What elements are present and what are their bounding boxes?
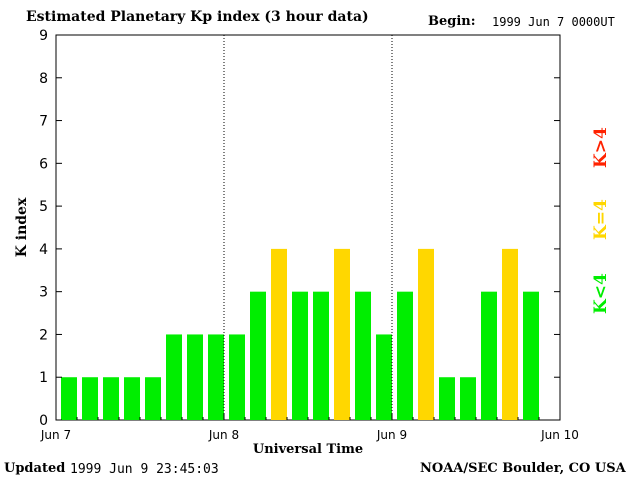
kp-bar — [271, 248, 287, 420]
kp-bar — [355, 291, 371, 420]
kp-bar — [481, 291, 497, 420]
begin-label: Begin: — [428, 14, 476, 29]
updated-value: 1999 Jun 9 23:45:03 — [70, 462, 219, 477]
kp-bar — [502, 248, 518, 420]
legend-k-below-4: K<4 — [591, 273, 611, 314]
kp-bar — [229, 334, 245, 420]
y-tick-label: 2 — [39, 327, 48, 343]
y-tick-label: 5 — [39, 199, 48, 215]
kp-bar — [103, 377, 119, 420]
x-tick-label: Jun 9 — [376, 428, 407, 442]
x-axis-label: Universal Time — [253, 442, 363, 457]
kp-bar — [166, 334, 182, 420]
legend-k-equal-4: K=4 — [591, 199, 611, 240]
kp-bar — [523, 291, 539, 420]
chart-title: Estimated Planetary Kp index (3 hour dat… — [26, 9, 369, 25]
kp-bar — [124, 377, 140, 420]
kp-bar — [250, 291, 266, 420]
y-tick-label: 4 — [39, 242, 48, 258]
y-tick-label: 7 — [39, 114, 48, 130]
kp-bar — [187, 334, 203, 420]
y-tick-label: 9 — [39, 28, 48, 44]
kp-bar — [460, 377, 476, 420]
y-axis-label: K index — [14, 197, 30, 257]
y-tick-label: 0 — [39, 413, 48, 429]
kp-bar — [418, 248, 434, 420]
x-tick-label: Jun 8 — [208, 428, 239, 442]
kp-bar — [397, 291, 413, 420]
kp-bar — [208, 334, 224, 420]
y-tick-label: 1 — [39, 370, 48, 386]
kp-bar — [439, 377, 455, 420]
kp-bar — [145, 377, 161, 420]
x-tick-label: Jun 10 — [540, 428, 579, 442]
y-tick-label: 8 — [39, 71, 48, 87]
kp-bar — [61, 377, 77, 420]
credit-text: NOAA/SEC Boulder, CO USA — [420, 461, 626, 476]
kp-bar — [313, 291, 329, 420]
kp-bar — [292, 291, 308, 420]
y-tick-label: 3 — [39, 285, 48, 301]
x-tick-label: Jun 7 — [40, 428, 71, 442]
begin-value: 1999 Jun 7 0000UT — [492, 15, 615, 29]
kp-bar — [376, 334, 392, 420]
updated-label: Updated — [4, 461, 66, 476]
y-tick-label: 6 — [39, 156, 48, 172]
kp-bar — [82, 377, 98, 420]
legend-k-above-4: K>4 — [591, 127, 611, 168]
kp-bar — [334, 248, 350, 420]
